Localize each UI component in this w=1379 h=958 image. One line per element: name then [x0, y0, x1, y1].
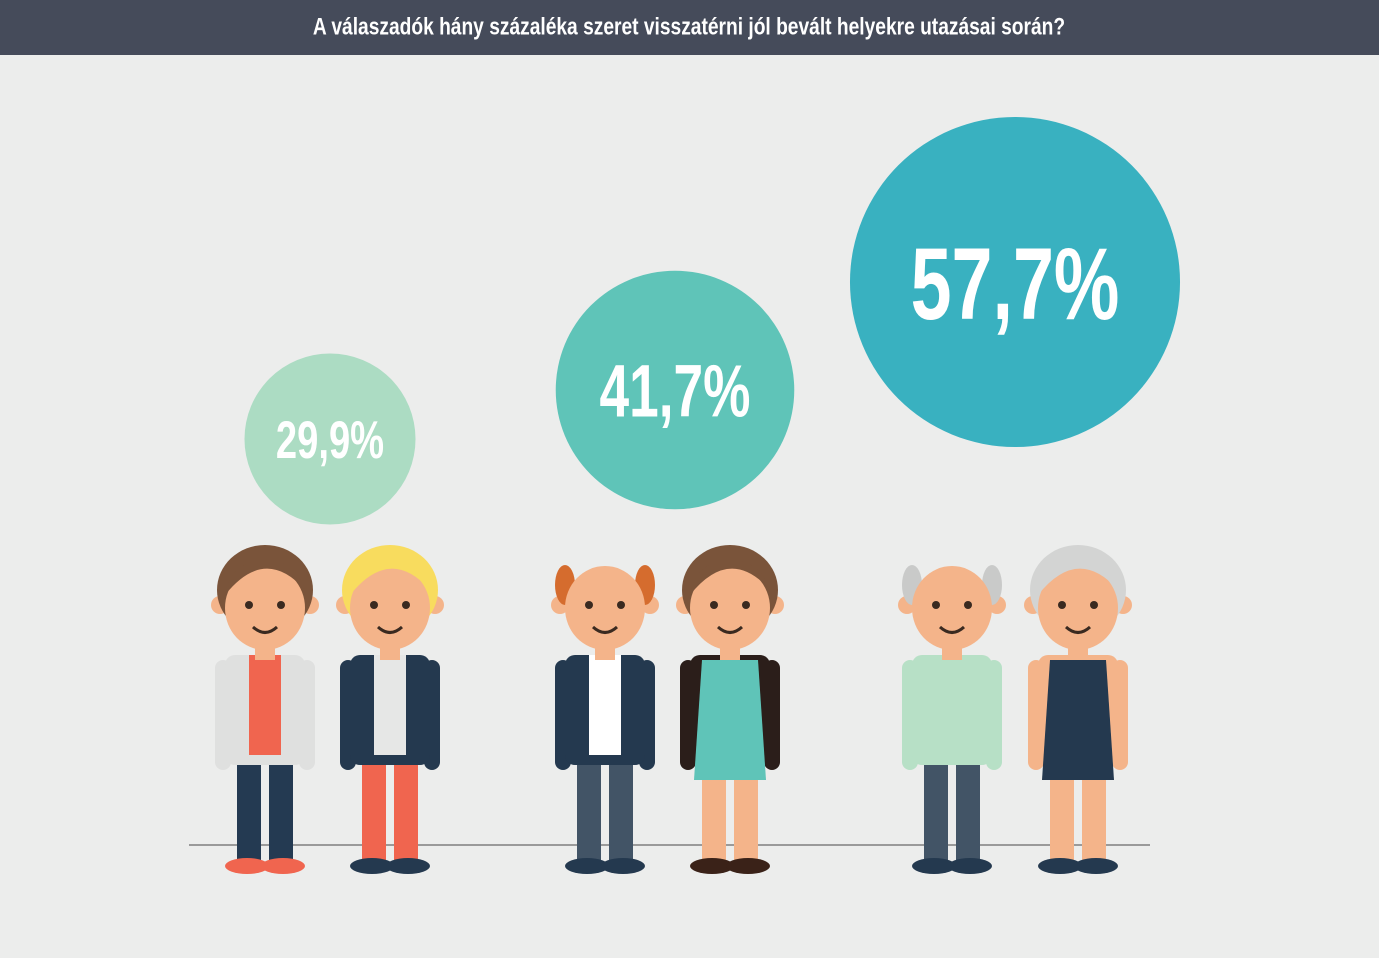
dress — [694, 660, 766, 780]
shoe — [386, 858, 430, 874]
shoe — [601, 858, 645, 874]
chart-title: A válaszadók hány százaléka szeret vissz… — [313, 12, 1065, 40]
shirt — [249, 655, 281, 755]
eye — [585, 601, 593, 609]
shoe — [261, 858, 305, 874]
leg — [394, 760, 418, 860]
face — [912, 566, 992, 650]
leg — [269, 760, 293, 860]
shoe — [1038, 858, 1082, 874]
face — [350, 566, 430, 650]
mouth — [591, 625, 619, 634]
people — [211, 545, 1132, 874]
face — [690, 566, 770, 650]
shoe — [912, 858, 956, 874]
leg — [362, 760, 386, 860]
shoe — [726, 858, 770, 874]
eye — [1090, 601, 1098, 609]
shirt — [936, 655, 968, 755]
leg — [956, 760, 980, 860]
shoe — [1074, 858, 1118, 874]
leg — [237, 760, 261, 860]
eye — [277, 601, 285, 609]
shoe — [225, 858, 269, 874]
eye — [710, 601, 718, 609]
value-label: 41,7% — [600, 350, 751, 433]
eye — [932, 601, 940, 609]
shirt — [589, 655, 621, 755]
fringe — [225, 560, 305, 595]
face — [225, 566, 305, 650]
eye — [245, 601, 253, 609]
bubble — [244, 353, 416, 525]
eye — [742, 601, 750, 609]
eye — [370, 601, 378, 609]
mouth — [938, 625, 966, 634]
title-bar — [0, 0, 1379, 55]
leg — [577, 760, 601, 860]
shoe — [565, 858, 609, 874]
shoe — [350, 858, 394, 874]
fringe — [1038, 560, 1118, 595]
fringe — [690, 560, 770, 595]
face — [565, 566, 645, 650]
bubble — [849, 116, 1181, 448]
eye — [402, 601, 410, 609]
eye — [617, 601, 625, 609]
dress — [1042, 660, 1114, 780]
eye — [1058, 601, 1066, 609]
mouth — [1064, 625, 1092, 634]
value-label: 29,9% — [276, 410, 384, 470]
shirt — [374, 655, 406, 755]
leg — [924, 760, 948, 860]
eye — [964, 601, 972, 609]
shoe — [948, 858, 992, 874]
bubble — [555, 270, 795, 510]
leg — [609, 760, 633, 860]
mouth — [376, 625, 404, 634]
fringe — [350, 560, 430, 595]
mouth — [251, 625, 279, 634]
mouth — [716, 625, 744, 634]
value-label: 57,7% — [911, 226, 1120, 341]
shoe — [690, 858, 734, 874]
face — [1038, 566, 1118, 650]
